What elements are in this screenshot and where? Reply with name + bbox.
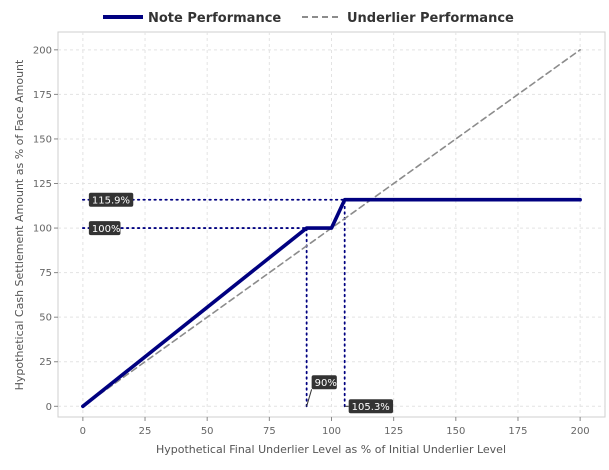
x-tick-label: 100 [322, 426, 341, 437]
y-tick-label: 75 [39, 268, 52, 279]
y-tick-label: 150 [33, 134, 52, 145]
annotation-text: 105.3% [352, 402, 390, 413]
x-tick-label: 150 [446, 426, 465, 437]
x-tick-label: 125 [384, 426, 403, 437]
annotations: 115.9% 100% 90% 105.3% [88, 192, 394, 414]
y-axis-label: Hypothetical Cash Settlement Amount as %… [13, 59, 26, 390]
annotation-label: 105.3% [348, 399, 394, 414]
annotation-box [88, 192, 134, 207]
annotation-label: 115.9% [88, 192, 134, 207]
y-tick-label: 100 [33, 224, 52, 235]
y-tick-label: 25 [39, 357, 52, 368]
annotation-text: 100% [92, 224, 121, 235]
y-tick-label: 0 [46, 402, 52, 413]
annotation-text: 115.9% [92, 196, 130, 207]
legend: Note Performance Underlier Performance [103, 11, 514, 26]
x-axis-label: Hypothetical Final Underlier Level as % … [156, 443, 506, 456]
series-line-note-performance [81, 197, 582, 409]
y-tick-label: 50 [39, 313, 52, 324]
annotation-box [88, 221, 121, 236]
x-tick-label: 50 [201, 426, 214, 437]
y-tick-label: 200 [33, 45, 52, 56]
y-tick-label: 175 [33, 90, 52, 101]
series-group [81, 49, 582, 409]
annotation-text: 90% [315, 378, 337, 389]
y-tick-label: 125 [33, 179, 52, 190]
annotation-label: 100% [88, 221, 121, 236]
x-tick-label: 25 [139, 426, 152, 437]
x-tick-label: 200 [571, 426, 590, 437]
legend-label-underlier-performance: Underlier Performance [347, 11, 514, 26]
annotation-box [311, 375, 337, 390]
x-tick-label: 75 [263, 426, 276, 437]
annotation-pointer [306, 389, 313, 407]
x-tick-label: 0 [80, 426, 86, 437]
annotation-label: 90% [311, 375, 337, 390]
x-axis-ticks: 0 25 50 75 100 125 150 175 200 [80, 417, 590, 437]
legend-label-note-performance: Note Performance [148, 11, 281, 26]
x-tick-label: 175 [508, 426, 527, 437]
y-axis-ticks: 0 25 50 75 100 125 150 175 200 [33, 45, 58, 413]
annotation-box [348, 399, 394, 414]
